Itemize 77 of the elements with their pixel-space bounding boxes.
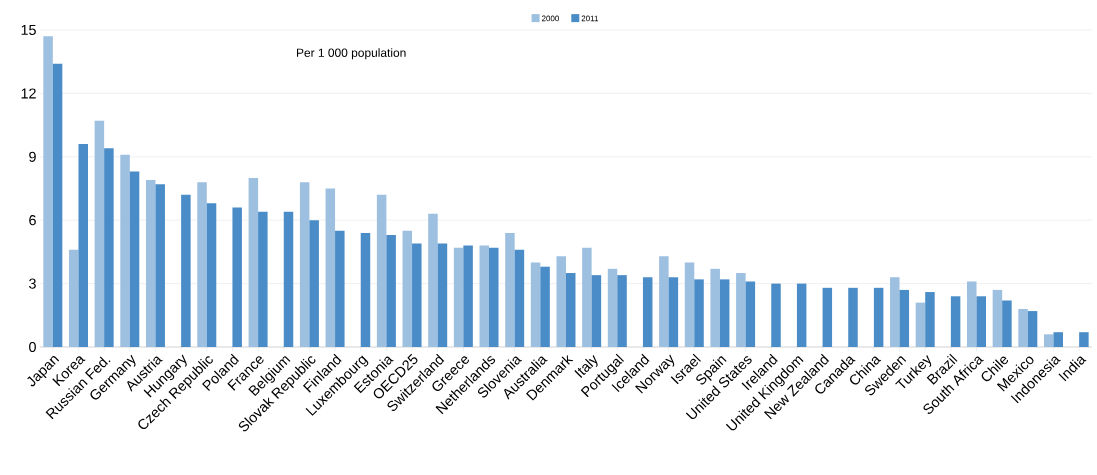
bar — [283, 211, 294, 347]
bar — [428, 213, 438, 347]
bar — [52, 63, 63, 347]
bar — [463, 245, 473, 347]
bar — [992, 289, 1003, 347]
annotation: Per 1 000 population — [296, 48, 406, 60]
bar — [617, 275, 627, 347]
y-tick-label: 12 — [21, 88, 36, 99]
bar — [479, 245, 490, 347]
bar — [591, 275, 602, 347]
bar — [78, 144, 88, 347]
bar — [376, 194, 387, 347]
bar — [386, 234, 396, 347]
bar — [104, 148, 114, 347]
y-tick-label: 9 — [29, 151, 36, 162]
bar — [565, 273, 576, 347]
bar — [771, 283, 781, 347]
bar — [402, 230, 413, 347]
bar — [556, 256, 566, 347]
bar — [258, 211, 268, 347]
bar — [976, 296, 987, 347]
bar — [540, 266, 550, 347]
y-tick-label: 3 — [29, 278, 36, 289]
bar — [873, 287, 884, 347]
bar — [120, 154, 130, 347]
bar — [325, 188, 336, 347]
bar — [94, 120, 105, 347]
bar — [668, 277, 679, 347]
bar — [925, 292, 935, 347]
bar — [915, 302, 926, 347]
bar — [232, 207, 242, 347]
y-tick-label: 6 — [29, 215, 36, 226]
bar — [360, 232, 371, 347]
y-tick-label: 0 — [29, 341, 36, 353]
bar — [950, 296, 961, 347]
bar — [1043, 334, 1054, 347]
bar — [68, 249, 79, 347]
bar — [181, 194, 191, 347]
bar — [710, 268, 720, 347]
bar — [197, 182, 207, 347]
bar — [848, 287, 858, 347]
bar — [967, 281, 977, 347]
bar — [890, 277, 900, 347]
bar — [489, 247, 499, 347]
bar — [684, 262, 695, 347]
bar — [745, 281, 756, 347]
bar — [607, 268, 618, 347]
bar — [129, 171, 140, 347]
bar — [43, 36, 53, 347]
bar — [309, 220, 319, 347]
bar — [248, 177, 259, 347]
bar — [1079, 332, 1089, 347]
bar — [1018, 308, 1028, 347]
bar — [145, 180, 156, 347]
y-tick-label: 15 — [21, 24, 36, 35]
bar — [736, 273, 746, 347]
bar — [899, 289, 910, 347]
bar — [582, 247, 592, 347]
bar — [505, 232, 515, 347]
bar — [335, 230, 345, 347]
bar — [514, 249, 525, 347]
bar — [642, 277, 653, 347]
bar — [299, 182, 310, 347]
bar — [155, 184, 165, 347]
bar — [796, 283, 807, 347]
bar — [1053, 332, 1063, 347]
bar — [1002, 300, 1012, 347]
bar — [453, 247, 464, 347]
bar — [437, 243, 448, 347]
bar — [694, 279, 704, 347]
bar — [719, 279, 730, 347]
bar — [530, 262, 541, 347]
bar — [1027, 311, 1038, 347]
bar — [822, 287, 833, 347]
bar — [412, 243, 422, 347]
bar — [659, 256, 669, 347]
bar — [206, 203, 217, 347]
